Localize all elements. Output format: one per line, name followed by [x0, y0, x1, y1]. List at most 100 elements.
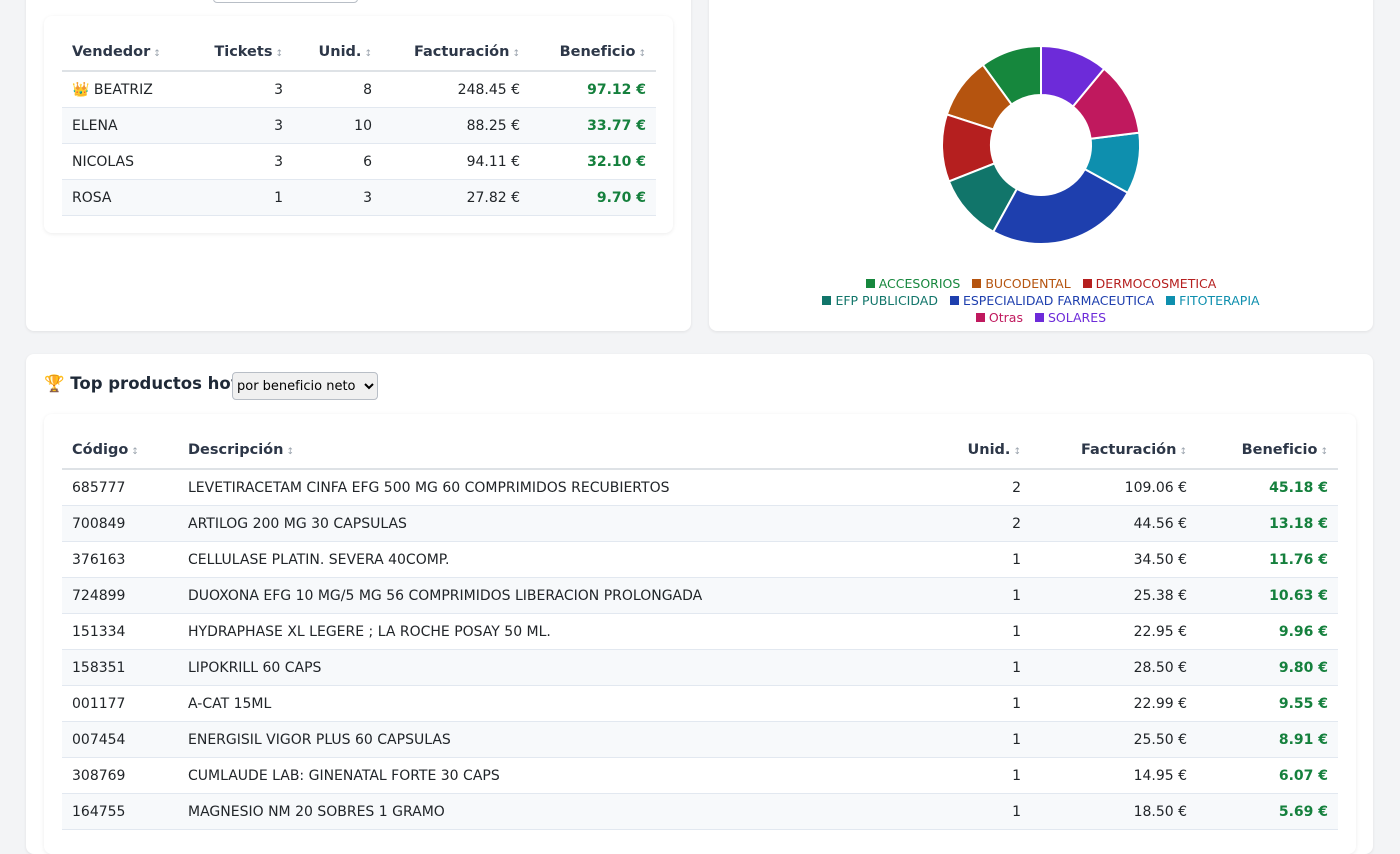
- sort-icon: ↕: [512, 49, 520, 59]
- sort-icon: ↕: [131, 447, 139, 457]
- table-cell: 164755: [62, 793, 178, 830]
- legend-item: ESPECIALIDAD FARMACEUTICA: [949, 293, 1155, 308]
- table-cell: 724899: [62, 577, 178, 614]
- table-cell: 248.45 €: [382, 71, 530, 108]
- thead: Vendedor ↕ Tickets ↕ Unid. ↕ Facturación ↕ Benef…: [62, 34, 656, 72]
- table-cell: DUOXONA EFG 10 MG/5 MG 56 COMPRIMIDOS LI…: [178, 577, 930, 614]
- column-header[interactable]: Beneficio ↕: [1197, 432, 1338, 470]
- table-cell: ENERGISIL VIGOR PLUS 60 CAPSULAS: [178, 721, 930, 758]
- table-row: 164755 MAGNESIO NM 20 SOBRES 1 GRAMO 1 18.5…: [62, 793, 1338, 830]
- legend-swatch: [1166, 296, 1176, 305]
- legend-label: BUCODENTAL: [985, 276, 1071, 291]
- column-header[interactable]: Facturación ↕: [382, 34, 530, 72]
- legend-label: ESPECIALIDAD FARMACEUTICA: [962, 293, 1155, 308]
- tbody: 685777 LEVETIRACETAM CINFA EFG 500 MG 60 …: [62, 469, 1338, 830]
- table-row: 308769 CUMLAUDE LAB: GINENATAL FORTE 30 C…: [62, 757, 1338, 794]
- table-cell: 1: [930, 577, 1031, 614]
- legend-item: ACCESORIOS: [865, 276, 961, 291]
- header-text: Facturación: [413, 44, 510, 60]
- table-cell: 27.82 €: [382, 179, 530, 216]
- profit-cell: 9.70 €: [530, 179, 656, 216]
- profit-cell: 9.55 €: [1197, 685, 1338, 722]
- profit-cell: 11.76 €: [1197, 541, 1338, 578]
- table-cell: 34.50 €: [1031, 541, 1197, 578]
- legend-item: Otras: [975, 310, 1023, 325]
- legend-swatch: [1082, 279, 1092, 288]
- table-cell: 3: [190, 107, 293, 144]
- legend-swatch: [975, 313, 985, 322]
- donut-slice: [1040, 44, 1106, 108]
- table-row: 007454 ENERGISIL VIGOR PLUS 60 CAPSULAS 1 2…: [62, 721, 1338, 758]
- table-cell: 28.50 €: [1031, 649, 1197, 686]
- legend-item: BUCODENTAL: [972, 276, 1071, 291]
- table-cell: 3: [293, 179, 382, 216]
- header-text: Beneficio: [559, 44, 636, 60]
- legend-label: Otras: [988, 310, 1023, 325]
- table-cell: 001177: [62, 685, 178, 722]
- legend-swatch: [865, 279, 875, 288]
- thead: Código ↕ Descripción ↕ Unid. ↕ Facturación ↕ Ben…: [62, 432, 1338, 470]
- column-header[interactable]: Facturación ↕: [1031, 432, 1197, 470]
- legend-swatch: [1034, 313, 1044, 322]
- column-header[interactable]: Unid. ↕: [930, 432, 1031, 470]
- table-cell: 1: [930, 649, 1031, 686]
- table-cell: ROSA: [62, 179, 190, 216]
- header-text: Descripción: [188, 442, 284, 458]
- table-cell: 109.06 €: [1031, 469, 1197, 506]
- table-cell: LIPOKRILL 60 CAPS: [178, 649, 930, 686]
- products-table: Código ↕ Descripción ↕ Unid. ↕ Facturación ↕ Ben…: [62, 432, 1338, 830]
- profit-cell: 6.07 €: [1197, 757, 1338, 794]
- table-cell: 1: [930, 757, 1031, 794]
- sort-select[interactable]: por beneficio neto: [232, 372, 378, 400]
- tbody: 👑 BEATRIZ 3 8 248.45 €97.12 € ELENA 3 10 88.25 …: [62, 71, 656, 216]
- legend-item: SOLARES: [1034, 310, 1106, 325]
- table-row: ROSA 1 3 27.82 €9.70 €: [62, 179, 656, 216]
- column-header[interactable]: Unid. ↕: [293, 34, 382, 72]
- legend-swatch: [949, 296, 959, 305]
- legend-swatch: [972, 279, 982, 288]
- table-row: 151334 HYDRAPHASE XL LEGERE ; LA ROCHE PO…: [62, 613, 1338, 650]
- table-cell: 6: [293, 143, 382, 180]
- table-cell: 10: [293, 107, 382, 144]
- section-title: 🏆 Top productos hoy: [44, 374, 242, 393]
- column-header[interactable]: Beneficio ↕: [530, 34, 656, 72]
- table-cell: MAGNESIO NM 20 SOBRES 1 GRAMO: [178, 793, 930, 830]
- profit-cell: 10.63 €: [1197, 577, 1338, 614]
- profit-cell: 33.77 €: [530, 107, 656, 144]
- table-cell: 2: [930, 505, 1031, 542]
- table-cell: 88.25 €: [382, 107, 530, 144]
- table-cell: 8: [293, 71, 382, 108]
- legend-item: EFP PUBLICIDAD: [822, 293, 938, 308]
- table-row: ELENA 3 10 88.25 €33.77 €: [62, 107, 656, 144]
- header-text: Unid.: [318, 44, 362, 60]
- legend-item: DERMOCOSMETICA: [1082, 276, 1217, 291]
- legend-label: DERMOCOSMETICA: [1095, 276, 1217, 291]
- column-header[interactable]: Código ↕: [62, 432, 178, 470]
- header-text: Código: [72, 442, 129, 458]
- header-text: Tickets: [214, 44, 273, 60]
- column-header[interactable]: Tickets ↕: [190, 34, 293, 72]
- profit-cell: 8.91 €: [1197, 721, 1338, 758]
- sort-icon: ↕: [1179, 447, 1187, 457]
- table-cell: 18.50 €: [1031, 793, 1197, 830]
- legend-label: ACCESORIOS: [878, 276, 961, 291]
- profit-cell: 32.10 €: [530, 143, 656, 180]
- table-cell: ELENA: [62, 107, 190, 144]
- table-cell: 1: [930, 721, 1031, 758]
- legend-item: FITOTERAPIA: [1166, 293, 1260, 308]
- donut-slice: [991, 167, 1130, 245]
- page: Ventas {"sellers_table": { "headers": ["…: [26, 0, 1373, 854]
- column-header[interactable]: Vendedor ↕: [62, 34, 190, 72]
- body: Vendedor ↕ Tickets ↕ Unid. ↕ Facturación ↕ Benef…: [26, 0, 1373, 854]
- table-row: 158351 LIPOKRILL 60 CAPS 1 28.50 €9.80 €: [62, 649, 1338, 686]
- select-cropped[interactable]: [213, 0, 358, 3]
- profit-cell: 97.12 €: [530, 71, 656, 108]
- column-header[interactable]: Descripción ↕: [178, 432, 930, 470]
- profit-cell: 9.96 €: [1197, 613, 1338, 650]
- header-text: Facturación: [1080, 442, 1177, 458]
- table-cell: 25.38 €: [1031, 577, 1197, 614]
- sort-icon: ↕: [638, 49, 646, 59]
- table-cell: 22.99 €: [1031, 685, 1197, 722]
- table-cell: 👑 BEATRIZ: [62, 71, 190, 108]
- sort-icon: ↕: [286, 447, 294, 457]
